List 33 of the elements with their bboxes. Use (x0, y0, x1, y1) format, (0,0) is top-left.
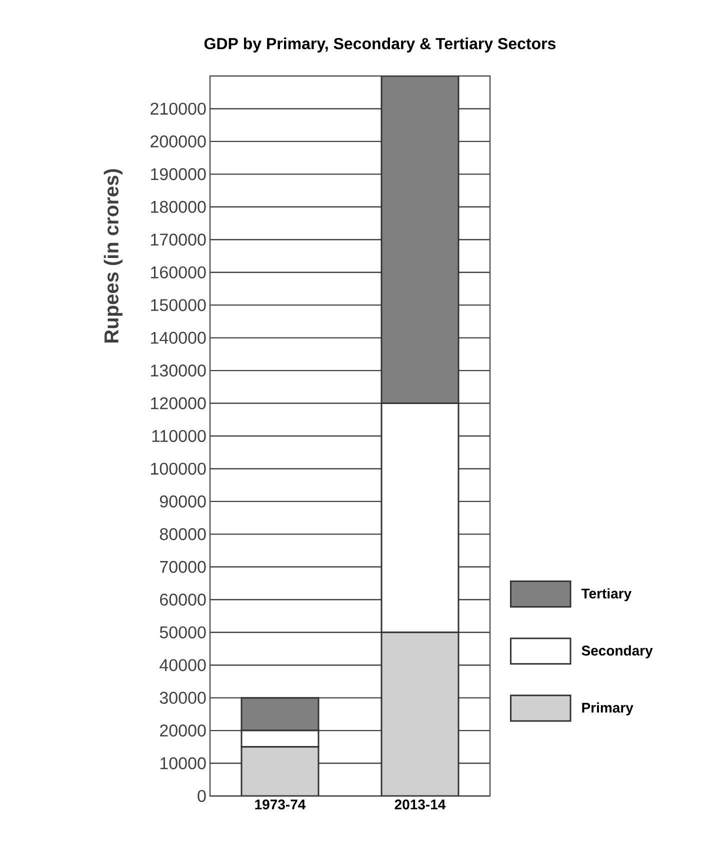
legend-label: Secondary (582, 645, 653, 658)
bar (240, 746, 320, 796)
x-tick-label: 1973-74 (255, 800, 306, 810)
y-tick-label: 110000 (152, 430, 206, 442)
y-tick-label: 70000 (160, 560, 206, 573)
y-tick-label: 50000 (160, 626, 206, 638)
bar (380, 632, 460, 796)
bar (240, 697, 320, 732)
y-tick-label: 210000 (150, 102, 206, 115)
legend-label: Primary (582, 702, 634, 716)
y-tick-label: 130000 (151, 364, 206, 377)
y-tick-label: 80000 (160, 528, 206, 540)
y-tick-label: 200000 (150, 135, 206, 148)
y-tick-label: 100000 (151, 462, 206, 475)
x-tick-label: 2013-14 (394, 800, 446, 810)
chart-title: GDP by Primary, Secondary & Tertiary Sectors (204, 38, 556, 52)
y-tick-label: 140000 (151, 332, 206, 344)
y-tick-label: 150000 (151, 299, 206, 312)
y-tick-label: 0 (198, 790, 206, 802)
y-tick-label: 190000 (151, 168, 206, 180)
y-tick-label: 40000 (160, 659, 206, 672)
y-tick-label: 120000 (151, 397, 206, 410)
bar (380, 76, 460, 404)
y-tick-label: 170000 (151, 234, 206, 246)
legend-label: Tertiary (581, 588, 632, 602)
y-axis-title: Rupees (in crores) (104, 169, 122, 342)
y-tick-label: 90000 (160, 495, 206, 508)
y-tick-label: 160000 (151, 266, 206, 278)
y-tick-label: 20000 (160, 724, 206, 737)
y-tick-label: 180000 (151, 200, 206, 213)
y-tick-label: 60000 (160, 594, 206, 606)
y-tick-label: 10000 (160, 757, 206, 770)
y-tick-label: 30000 (160, 692, 206, 704)
